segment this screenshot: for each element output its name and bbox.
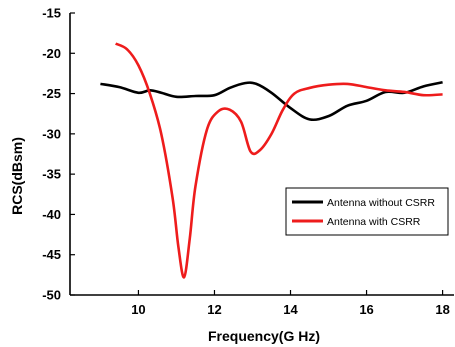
legend: Antenna without CSRR Antenna with CSRR bbox=[285, 187, 449, 236]
x-tick-label: 14 bbox=[283, 302, 298, 317]
y-tick-label: -25 bbox=[42, 86, 61, 101]
x-tick-labels: 10 12 14 16 18 bbox=[131, 302, 450, 317]
x-axis-title: Frequency(G Hz) bbox=[208, 328, 320, 344]
y-tick-label: -40 bbox=[42, 207, 61, 222]
y-tick-label: -45 bbox=[42, 247, 61, 262]
legend-label: Antenna without CSRR bbox=[327, 197, 435, 209]
x-tick-label: 12 bbox=[207, 302, 221, 317]
y-axis-title: RCS(dBsm) bbox=[9, 137, 25, 215]
y-tick-label: -15 bbox=[42, 6, 61, 21]
y-tick-label: -30 bbox=[42, 126, 61, 141]
x-tick-label: 10 bbox=[131, 302, 145, 317]
y-tick-label: -20 bbox=[42, 46, 61, 61]
series-line-without-csrr bbox=[100, 81, 443, 122]
y-tick-labels: -15 -20 -25 -30 -35 -40 -45 -50 bbox=[42, 6, 61, 303]
x-tick-label: 16 bbox=[359, 302, 373, 317]
legend-box bbox=[285, 187, 449, 236]
legend-label: Antenna with CSRR bbox=[327, 216, 421, 228]
series-line-with-csrr bbox=[115, 42, 443, 279]
y-tick-label: -35 bbox=[42, 167, 61, 182]
plot-frame bbox=[69, 12, 454, 296]
x-tick-label: 18 bbox=[435, 302, 449, 317]
series-lines bbox=[100, 42, 443, 279]
y-tick-label: -50 bbox=[42, 288, 61, 303]
